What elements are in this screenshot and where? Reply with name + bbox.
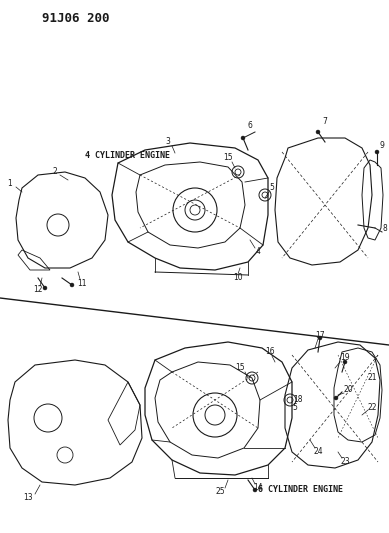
Text: 15: 15: [235, 364, 245, 373]
Text: 18: 18: [293, 395, 303, 405]
Text: 22: 22: [367, 403, 377, 413]
Text: 5: 5: [270, 183, 274, 192]
Text: 20: 20: [343, 385, 353, 394]
Text: 4 CYLINDER ENGINE: 4 CYLINDER ENGINE: [85, 150, 170, 159]
Ellipse shape: [375, 150, 379, 154]
Ellipse shape: [70, 283, 74, 287]
Ellipse shape: [253, 488, 257, 492]
Text: 2: 2: [53, 167, 57, 176]
Text: 19: 19: [340, 353, 350, 362]
Text: 15: 15: [223, 154, 233, 163]
Text: 10: 10: [233, 273, 243, 282]
Text: 25: 25: [215, 488, 225, 497]
Text: 5: 5: [293, 403, 298, 413]
Text: 16: 16: [265, 348, 275, 357]
Ellipse shape: [318, 336, 322, 340]
Text: 21: 21: [367, 374, 377, 383]
Text: 1: 1: [8, 179, 12, 188]
Text: 91J06 200: 91J06 200: [42, 12, 109, 25]
Text: 6 CYLINDER ENGINE: 6 CYLINDER ENGINE: [258, 486, 343, 495]
Text: 8: 8: [383, 223, 387, 232]
Ellipse shape: [43, 286, 47, 290]
Text: 24: 24: [313, 448, 323, 456]
Text: 14: 14: [253, 483, 263, 492]
Text: 13: 13: [23, 494, 33, 503]
Text: 17: 17: [315, 330, 325, 340]
Ellipse shape: [241, 136, 245, 140]
Ellipse shape: [343, 360, 347, 364]
Text: 7: 7: [322, 117, 328, 126]
Text: 4: 4: [256, 247, 261, 256]
Text: 12: 12: [33, 286, 43, 295]
Text: 23: 23: [340, 457, 350, 466]
Text: 3: 3: [166, 138, 170, 147]
Text: 11: 11: [77, 279, 87, 287]
Ellipse shape: [334, 396, 338, 400]
Ellipse shape: [316, 130, 320, 134]
Text: 9: 9: [380, 141, 384, 149]
Text: 6: 6: [247, 120, 252, 130]
